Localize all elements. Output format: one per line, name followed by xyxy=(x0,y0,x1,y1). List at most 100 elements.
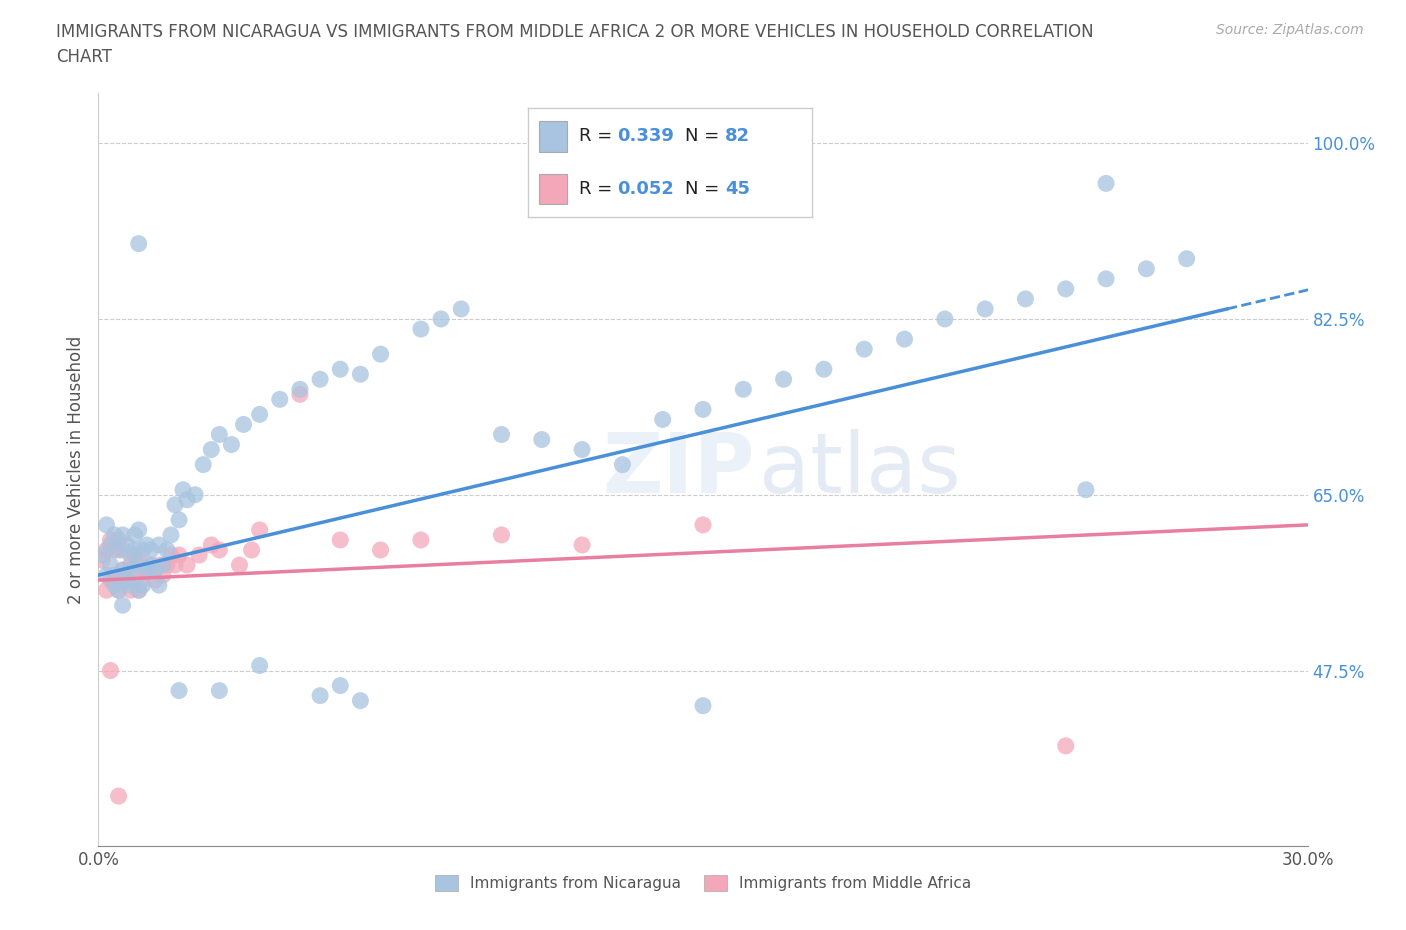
Point xyxy=(103,542,125,557)
Point xyxy=(111,542,134,557)
Point xyxy=(974,301,997,316)
Point xyxy=(103,567,125,582)
Point xyxy=(853,341,876,356)
Point xyxy=(128,552,150,567)
Point xyxy=(139,558,162,573)
Point xyxy=(1074,483,1097,498)
Point xyxy=(124,548,146,563)
Point xyxy=(132,542,155,557)
Point xyxy=(288,382,311,397)
Point xyxy=(269,392,291,406)
Text: Source: ZipAtlas.com: Source: ZipAtlas.com xyxy=(1216,23,1364,37)
Point xyxy=(692,698,714,713)
Text: ZIP: ZIP xyxy=(603,429,755,511)
Point xyxy=(163,498,186,512)
Point xyxy=(156,542,179,557)
Point xyxy=(172,483,194,498)
Point xyxy=(139,542,162,557)
Point xyxy=(309,372,332,387)
Y-axis label: 2 or more Vehicles in Household: 2 or more Vehicles in Household xyxy=(66,336,84,604)
Point xyxy=(208,427,231,442)
Point xyxy=(120,563,142,578)
Point xyxy=(100,538,122,552)
Point xyxy=(288,387,311,402)
Point xyxy=(208,542,231,557)
Point xyxy=(571,538,593,552)
Point xyxy=(232,417,254,432)
Point xyxy=(135,538,157,552)
Text: atlas: atlas xyxy=(759,429,962,511)
Point xyxy=(249,523,271,538)
Point xyxy=(91,552,114,567)
Point xyxy=(893,332,915,347)
Point xyxy=(152,567,174,582)
Point xyxy=(370,542,392,557)
Point xyxy=(148,578,170,592)
Point xyxy=(692,517,714,532)
Text: IMMIGRANTS FROM NICARAGUA VS IMMIGRANTS FROM MIDDLE AFRICA 2 OR MORE VEHICLES IN: IMMIGRANTS FROM NICARAGUA VS IMMIGRANTS … xyxy=(56,23,1094,66)
Point xyxy=(120,558,142,573)
Point xyxy=(167,548,190,563)
Point xyxy=(132,578,155,592)
Point xyxy=(1135,261,1157,276)
Point xyxy=(370,347,392,362)
Point xyxy=(111,563,134,578)
Point xyxy=(128,523,150,538)
Point xyxy=(1095,272,1118,286)
Point xyxy=(249,658,271,673)
Point xyxy=(111,598,134,613)
Point xyxy=(188,548,211,563)
Point xyxy=(120,583,142,598)
Point xyxy=(111,563,134,578)
Legend: Immigrants from Nicaragua, Immigrants from Middle Africa: Immigrants from Nicaragua, Immigrants fr… xyxy=(427,868,979,899)
Point xyxy=(193,458,215,472)
Point xyxy=(143,563,166,578)
Point xyxy=(100,663,122,678)
Point xyxy=(1175,251,1198,266)
Point xyxy=(530,432,553,447)
Point xyxy=(128,236,150,251)
Point xyxy=(491,427,513,442)
Point xyxy=(124,542,146,557)
Point xyxy=(107,583,129,598)
Point xyxy=(813,362,835,377)
Point xyxy=(120,578,142,592)
Point xyxy=(692,402,714,417)
Point xyxy=(124,573,146,588)
Point xyxy=(148,538,170,552)
Point xyxy=(115,573,138,588)
Point xyxy=(96,517,118,532)
Point xyxy=(1054,738,1077,753)
Point xyxy=(128,583,150,598)
Point xyxy=(135,563,157,578)
Point xyxy=(329,362,352,377)
Point xyxy=(329,533,352,548)
Point xyxy=(103,527,125,542)
Point xyxy=(430,312,453,326)
Point xyxy=(128,558,150,573)
Point xyxy=(249,407,271,422)
Point xyxy=(208,684,231,698)
Point xyxy=(111,527,134,542)
Point xyxy=(329,678,352,693)
Point xyxy=(96,542,118,557)
Point xyxy=(103,578,125,592)
Point xyxy=(167,512,190,527)
Point xyxy=(651,412,673,427)
Point xyxy=(107,789,129,804)
Point xyxy=(135,563,157,578)
Point xyxy=(107,533,129,548)
Point xyxy=(107,583,129,598)
Point xyxy=(240,542,263,557)
Point xyxy=(96,567,118,582)
Point xyxy=(152,558,174,573)
Point xyxy=(612,458,634,472)
Point xyxy=(309,688,332,703)
Point xyxy=(409,533,432,548)
Point xyxy=(143,573,166,588)
Point xyxy=(176,558,198,573)
Point xyxy=(491,527,513,542)
Point xyxy=(128,583,150,598)
Point xyxy=(148,558,170,573)
Point xyxy=(124,527,146,542)
